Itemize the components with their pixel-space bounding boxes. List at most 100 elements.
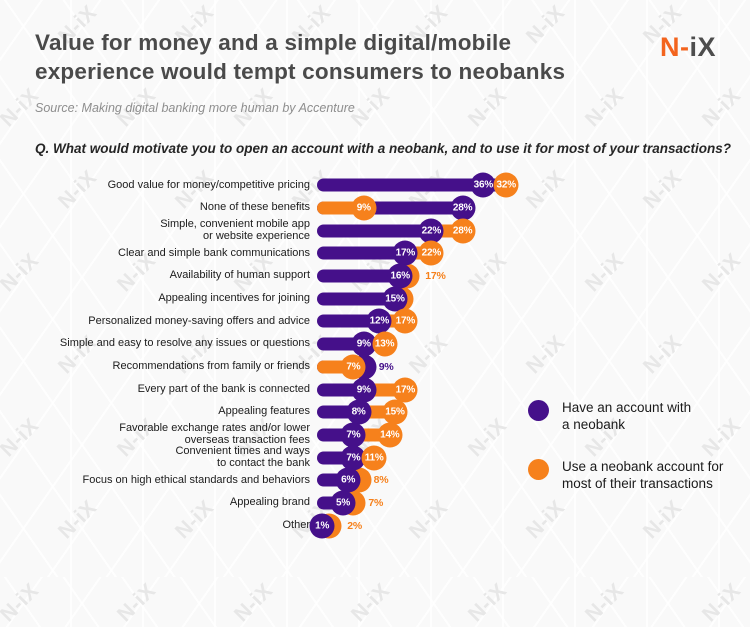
- nix-logo: N-iX: [660, 32, 716, 63]
- use-value-label: 7%: [368, 496, 384, 509]
- legend-label-have: Have an account with a neobank: [562, 400, 692, 432]
- category-label: Simple, convenient mobile app or website…: [160, 218, 310, 242]
- row-plot: 17% 22%: [317, 240, 750, 266]
- chart-row: Appealing incentives for joining 15%: [0, 286, 750, 312]
- chart-row: Personalized money-saving offers and adv…: [0, 308, 750, 334]
- have-bar: [317, 314, 380, 328]
- use-value-label: 17%: [425, 270, 446, 283]
- chart-row: Convenient times and ways to contact the…: [0, 445, 750, 471]
- chart-row: Appealing features 8% 15%: [0, 399, 750, 425]
- have-bar: [317, 178, 505, 192]
- row-plot: 6% 8%: [317, 467, 750, 493]
- row-plot: 15%: [317, 286, 750, 312]
- use-dot: 14%: [377, 422, 403, 448]
- use-dot: 7%: [340, 354, 366, 380]
- logo-dark-part: iX: [689, 32, 716, 62]
- row-plot: 22% 28%: [317, 218, 750, 244]
- watermark-text: N-iX: [112, 578, 161, 626]
- row-plot: 36% 32%: [317, 172, 750, 198]
- legend-label-use: Use a neobank account for most of their …: [562, 459, 724, 491]
- use-dot: 13%: [372, 331, 398, 357]
- use-dot: 22%: [418, 240, 444, 266]
- have-bar: [317, 269, 401, 283]
- use-dot: 32%: [493, 172, 519, 198]
- category-label: Appealing features: [218, 405, 310, 418]
- have-dot: 36%: [470, 172, 496, 198]
- logo-orange-part: N-: [659, 32, 690, 62]
- chart-row: Simple, convenient mobile app or website…: [0, 218, 750, 244]
- legend-item-have: Have an account with a neobank: [528, 399, 743, 433]
- row-plot: 16% 17%: [317, 263, 750, 289]
- bar-chart: Good value for money/competitive pricing…: [0, 172, 750, 539]
- category-label: Availability of human support: [169, 269, 310, 282]
- have-dot: 12%: [366, 308, 392, 334]
- have-bar: [317, 224, 432, 238]
- chart-row: Availability of human support 16% 17%: [0, 263, 750, 289]
- chart-row: None of these benefits 28% 9%: [0, 195, 750, 221]
- use-dot: 11%: [361, 445, 387, 471]
- use-dot: 28%: [450, 218, 476, 244]
- have-bar: [317, 292, 395, 306]
- have-dot: 28%: [450, 195, 476, 221]
- chart-row: Focus on high ethical standards and beha…: [0, 467, 750, 493]
- category-label: Good value for money/competitive pricing: [107, 178, 310, 191]
- chart-row: Appealing brand 5% 7%: [0, 490, 750, 516]
- row-plot: 12% 17%: [317, 308, 750, 334]
- row-plot: 9% 13%: [317, 331, 750, 357]
- row-plot: 9% 17%: [317, 377, 750, 403]
- row-plot: 7% 11%: [317, 445, 750, 471]
- have-dot: 7%: [340, 422, 366, 448]
- survey-question: Q. What would motivate you to open an ac…: [35, 141, 732, 156]
- have-dot: 16%: [387, 263, 413, 289]
- row-plot: 28% 9%: [317, 195, 750, 221]
- category-label: Convenient times and ways to contact the…: [175, 445, 310, 469]
- use-series-dot-icon: [528, 459, 549, 480]
- have-dot: 5%: [330, 490, 356, 516]
- use-value-label: 2%: [347, 519, 362, 532]
- watermark-text: N-iX: [697, 578, 746, 626]
- have-dot: 1%: [309, 513, 335, 539]
- chart-row: Every part of the bank is connected 9% 17%: [0, 377, 750, 403]
- watermark-text: N-iX: [463, 578, 512, 626]
- category-label: Clear and simple bank communications: [118, 246, 310, 259]
- use-dot: 17%: [392, 308, 418, 334]
- watermark-text: N-iX: [580, 578, 629, 626]
- chart-row: Other 1% 2%: [0, 513, 750, 539]
- category-label: Personalized money-saving offers and adv…: [88, 314, 310, 327]
- watermark-text: N-iX: [0, 578, 44, 626]
- use-value-label: 8%: [373, 474, 389, 487]
- category-label: Appealing brand: [229, 496, 310, 509]
- category-label: Appealing incentives for joining: [158, 292, 310, 305]
- category-label: Other: [282, 518, 310, 531]
- row-plot: 8% 15%: [317, 399, 750, 425]
- legend: Have an account with a neobank Use a neo…: [528, 399, 743, 517]
- have-dot: 6%: [335, 467, 361, 493]
- category-label: Recommendations from family or friends: [112, 360, 310, 373]
- chart-row: Recommendations from family or friends 7%…: [0, 354, 750, 380]
- have-bar: [317, 246, 406, 260]
- page-title: Value for money and a simple digital/mob…: [35, 30, 566, 84]
- use-dot: 9%: [351, 195, 377, 221]
- use-dot: 15%: [382, 399, 408, 425]
- chart-row: Good value for money/competitive pricing…: [0, 172, 750, 198]
- watermark-text: N-iX: [229, 578, 278, 626]
- have-dot: 17%: [392, 240, 418, 266]
- category-label: Simple and easy to resolve any issues or…: [59, 337, 310, 350]
- infographic: Value for money and a simple digital/mob…: [0, 30, 750, 539]
- row-plot: 7% 14%: [317, 422, 750, 448]
- have-value-label: 9%: [378, 360, 394, 373]
- have-series-dot-icon: [528, 400, 549, 421]
- category-label: Every part of the bank is connected: [137, 382, 310, 395]
- have-dot: 8%: [346, 399, 372, 425]
- row-plot: 5% 7%: [317, 490, 750, 516]
- row-plot: 1% 2%: [309, 513, 750, 539]
- have-dot: 22%: [418, 218, 444, 244]
- source-line: Source: Making digital banking more huma…: [35, 101, 355, 115]
- chart-row: Clear and simple bank communications 17% 2…: [0, 240, 750, 266]
- category-label: Focus on high ethical standards and beha…: [82, 473, 310, 486]
- chart-row: Simple and easy to resolve any issues or…: [0, 331, 750, 357]
- watermark-text: N-iX: [346, 578, 395, 626]
- category-label: None of these benefits: [199, 201, 310, 214]
- use-dot: 17%: [392, 377, 418, 403]
- have-dot: 7%: [340, 445, 366, 471]
